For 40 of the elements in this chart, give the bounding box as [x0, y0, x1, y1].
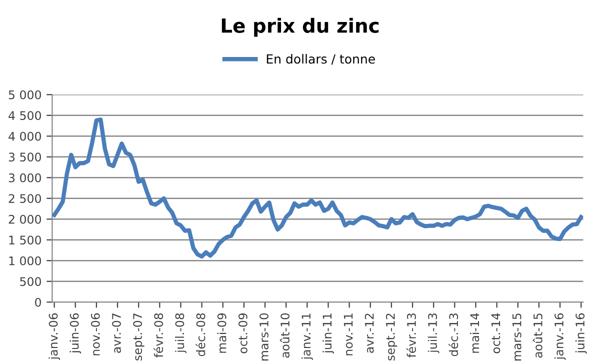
x-tick-label: févr.-13: [406, 313, 416, 358]
x-tick-label: sept.-07: [133, 314, 144, 360]
y-tick-label: 0: [35, 298, 41, 307]
x-tick-label: juin-06: [70, 313, 82, 354]
y-tick-label: 5 000: [8, 90, 41, 100]
y-tick-label: 2 500: [8, 194, 41, 204]
y-tick-label: 1 000: [9, 256, 41, 266]
x-tick-label: oct.-14: [491, 313, 500, 354]
x-tick-label: déc.-08: [196, 313, 206, 356]
x-tick-label: mars-15: [512, 314, 522, 360]
line-series: [52, 117, 584, 259]
x-tick-label: févr.-08: [153, 313, 164, 358]
y-tick-label: 3 500: [8, 152, 41, 162]
x-tick-label: oct.-09: [238, 313, 248, 354]
x-tick-label: avr.-12: [364, 314, 374, 353]
y-tick-label: 2 000: [8, 214, 41, 224]
x-tick-label: juil.-08: [175, 313, 186, 354]
y-tick-label: 3 000: [8, 173, 41, 182]
x-tick-label: nov.-11: [344, 314, 353, 356]
x-tick-label: nov.-06: [90, 313, 100, 356]
y-tick-label: 4 000: [8, 132, 41, 141]
y-tick-label: 1 500: [9, 236, 41, 245]
x-tick-label: mai-09: [217, 313, 226, 353]
x-tick-label: juil.-13: [428, 313, 440, 354]
y-tick-label: 500: [20, 277, 41, 286]
x-tick-label: août-15: [532, 314, 542, 358]
x-tick-label: juin-16: [575, 313, 587, 354]
x-tick-label: mars-10: [260, 313, 268, 360]
x-tick-label: août-10: [280, 313, 290, 358]
chart-title: Le prix du zinc: [222, 18, 379, 37]
x-tick-label: juin-11: [322, 314, 334, 354]
x-tick-label: janv.-06: [48, 313, 60, 360]
x-tick-label: janv.-11: [301, 314, 313, 360]
x-tick-label: mai-14: [470, 313, 480, 353]
x-tick-label: avr.-07: [112, 314, 121, 353]
x-tick-label: janv.-16: [554, 313, 566, 360]
x-tick-label: sept.-12: [386, 314, 398, 360]
y-tick-label: 4 500: [8, 111, 41, 120]
legend-label: En dollars / tonne: [266, 54, 375, 65]
x-tick-label: déc.-13: [448, 313, 458, 356]
